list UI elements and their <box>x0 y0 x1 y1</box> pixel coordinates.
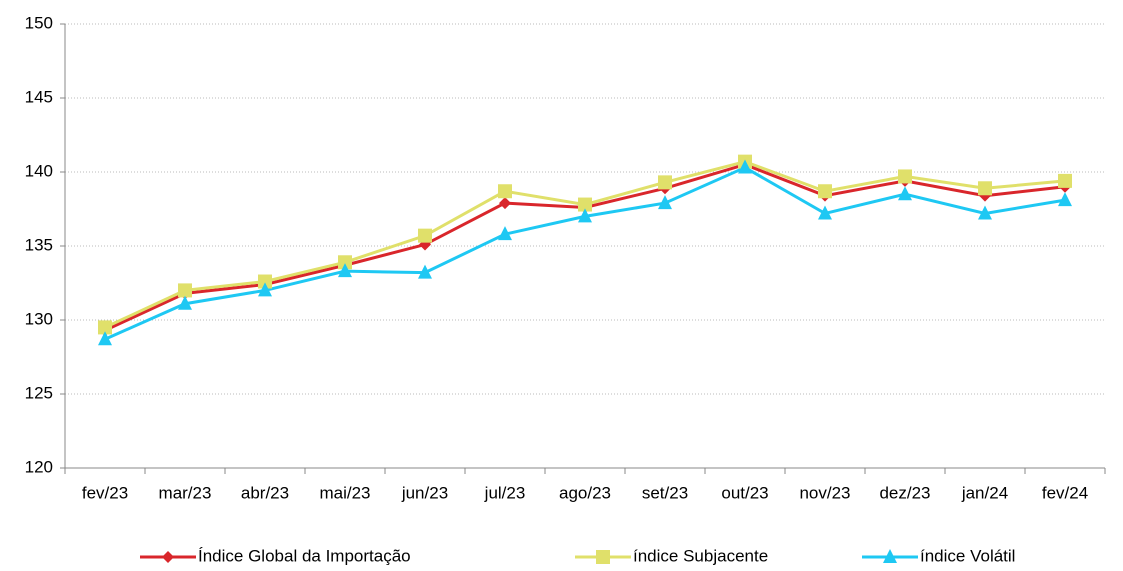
y-tick-label: 140 <box>25 161 53 180</box>
point-marker <box>1058 173 1072 188</box>
point-marker <box>898 186 912 201</box>
point-marker <box>978 205 992 220</box>
y-tick-label: 130 <box>25 309 53 328</box>
legend-label: Índice Global da Importação <box>198 546 411 565</box>
x-tick-label: nov/23 <box>799 483 850 502</box>
series-line <box>104 165 1066 341</box>
point-marker <box>178 283 192 298</box>
legend-label: índice Subjacente <box>633 546 768 565</box>
x-tick-label: abr/23 <box>241 483 289 502</box>
point-marker <box>418 228 432 243</box>
legend-label: índice Volátil <box>920 546 1015 565</box>
x-tick-label: jun/23 <box>401 483 448 502</box>
point-marker <box>658 195 672 210</box>
legend-marker <box>162 551 174 563</box>
series-line <box>104 163 1066 332</box>
x-tick-label: mar/23 <box>159 483 212 502</box>
point-marker <box>498 226 512 241</box>
x-tick-label: set/23 <box>642 483 688 502</box>
point-marker <box>178 295 192 310</box>
x-tick-label: dez/23 <box>879 483 930 502</box>
point-marker <box>818 184 832 199</box>
y-tick-label: 135 <box>25 235 53 254</box>
point-marker <box>818 205 832 220</box>
point-marker <box>658 175 672 190</box>
point-marker <box>338 255 352 270</box>
x-tick-label: fev/23 <box>82 483 128 502</box>
point-marker <box>98 331 112 346</box>
x-tick-label: jul/23 <box>484 483 526 502</box>
point-marker <box>499 197 511 210</box>
point-marker <box>98 320 112 335</box>
series-line <box>104 160 1066 329</box>
y-tick-label: 120 <box>25 457 53 476</box>
point-marker <box>578 208 592 223</box>
x-tick-label: fev/24 <box>1042 483 1088 502</box>
legend-marker <box>596 550 610 564</box>
x-tick-label: out/23 <box>721 483 768 502</box>
point-marker <box>738 159 752 174</box>
point-marker <box>258 282 272 297</box>
point-marker <box>338 263 352 278</box>
y-tick-label: 150 <box>25 13 53 32</box>
point-marker <box>258 274 272 289</box>
point-marker <box>498 184 512 199</box>
y-tick-label: 145 <box>25 87 53 106</box>
point-marker <box>1058 192 1072 207</box>
point-marker <box>418 264 432 279</box>
point-marker <box>578 197 592 212</box>
x-tick-label: ago/23 <box>559 483 611 502</box>
x-tick-label: mai/23 <box>319 483 370 502</box>
point-marker <box>978 181 992 196</box>
point-marker <box>898 169 912 184</box>
legend-marker <box>883 549 897 563</box>
y-tick-label: 125 <box>25 383 53 402</box>
x-tick-label: jan/24 <box>961 483 1008 502</box>
